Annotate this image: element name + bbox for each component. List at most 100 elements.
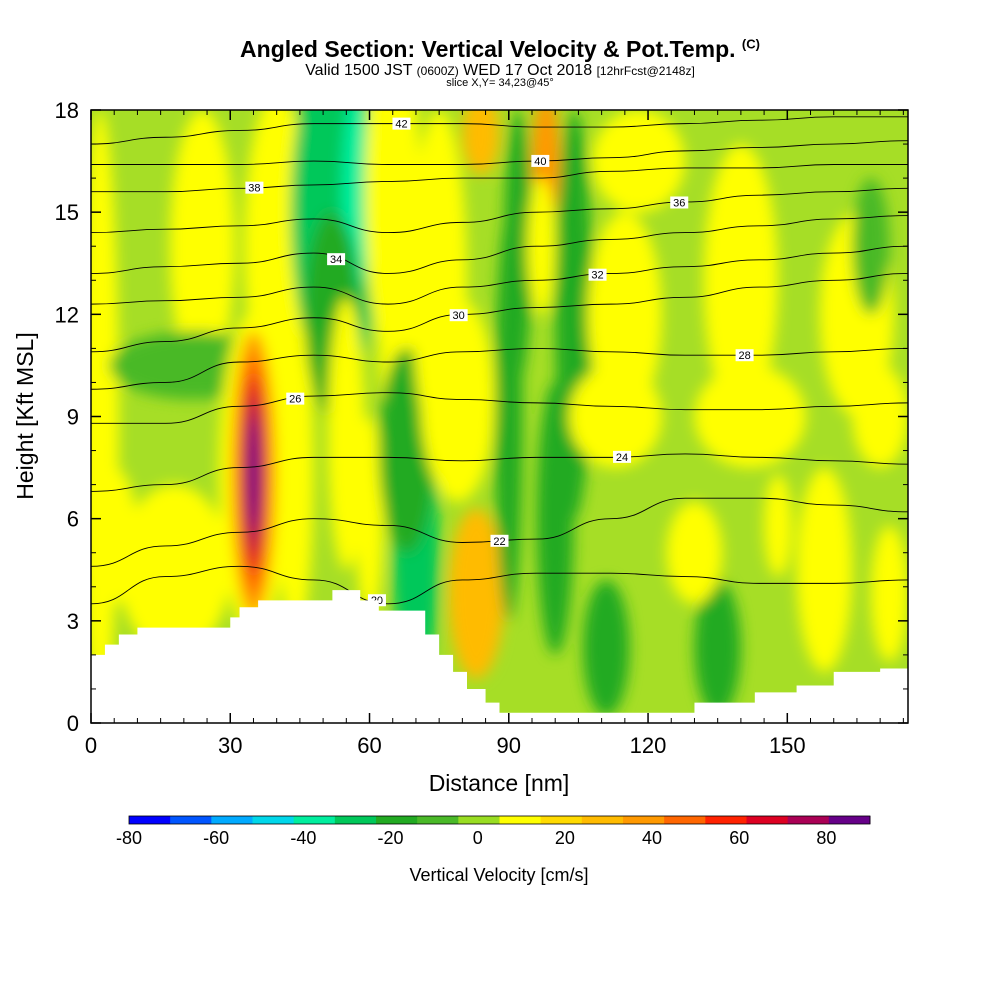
x-axis-label: Distance [nm] [429,770,570,796]
isentrope-label-bg [531,154,550,167]
colorbar-swatch [417,816,459,824]
velocity-blob [592,110,686,213]
y-tick-label: 0 [67,711,79,736]
isentrope-42 [91,116,908,145]
velocity-blob [870,525,908,662]
colorbar-swatch [376,816,418,824]
colorbar-swatch [623,816,665,824]
colorbar-tick-label: 20 [555,828,575,848]
theta-contours: 424038363432302826242220 [91,116,908,607]
chart-title: Angled Section: Vertical Velocity & Pot.… [240,36,760,62]
isentrope-40 [91,140,908,165]
isentrope-label: 28 [738,350,750,362]
velocity-blob [587,212,662,417]
velocity-blob [583,579,630,717]
velocity-blob [852,365,908,468]
colorbar-swatch [746,816,789,824]
colorbar-tick-label: 80 [816,828,836,848]
isentrope-label-bg [449,309,468,322]
y-tick-label: 12 [55,302,79,327]
colorbar-frame [128,815,871,825]
velocity-blob [169,110,235,383]
isentrope-label: 34 [330,254,342,266]
colorbar-tick-label: -20 [378,828,404,848]
isentrope-label: 24 [616,452,628,464]
isentrope-28 [91,347,908,390]
y-tick-label: 18 [55,98,79,123]
colorbar-tick-label: -60 [203,828,229,848]
velocity-shading [91,110,908,723]
colorbar-swatch [828,816,871,824]
colorbar-tick-label: -80 [116,828,142,848]
velocity-blob [327,297,365,570]
isentrope-label-bg [245,181,264,194]
velocity-blob [448,508,505,679]
colorbar-swatch [334,816,377,824]
isentrope-26 [91,392,908,424]
updraft-core [218,310,289,638]
isentrope-label-bg [327,253,346,266]
isentrope-34 [91,215,908,274]
colorbar-swatch [211,816,253,824]
x-tick-label: 0 [85,733,97,758]
isentrope-label: 22 [493,536,505,548]
isentrope-label: 38 [248,183,260,195]
isentrope-38 [91,164,908,193]
colorbar-swatch [293,816,336,824]
isentrope-label-bg [490,534,509,547]
terrain-mask [91,590,908,723]
velocity-blob [276,297,314,638]
y-tick-label: 9 [67,405,79,430]
velocity-blob [694,365,806,468]
isentrope-label-bg [588,268,607,281]
terrain [91,590,908,723]
y-tick-label: 3 [67,609,79,634]
updraft-contour [250,436,257,512]
isentrope-32 [91,245,908,305]
isentrope-30 [91,273,908,353]
velocity-blob [764,474,792,577]
y-tick-label: 15 [55,200,79,225]
colorbar-swatch [499,816,542,824]
velocity-blob [694,579,741,717]
colorbar-swatch [129,816,171,824]
title-unit: (C) [741,36,760,52]
isentrope-label: 30 [453,310,465,322]
velocity-blob [666,501,723,604]
chart-subtitle: Valid 1500 JST (0600Z) WED 17 Oct 2018 [… [305,62,695,79]
isentrope-label-bg [613,450,632,463]
isentrope-24 [91,453,908,492]
colorbar-swatch [252,816,295,824]
x-tick-label: 120 [630,733,667,758]
colorbar-swatch [540,816,583,824]
colorbar-tick-label: -40 [290,828,316,848]
isentrope-20 [91,565,908,605]
x-tick-label: 30 [218,733,242,758]
colorbar-tick-label: 60 [729,828,749,848]
x-tick-label: 90 [497,733,521,758]
colorbar-swatch [664,816,706,824]
colorbar-swatch [581,816,624,824]
isentrope-label: 40 [534,156,546,168]
colorbar-swatch [705,816,747,824]
colorbar-swatch [170,816,212,824]
colorbar: -80 -60 -40 -20 0 20 40 60 80 [116,815,871,848]
velocity-blob [703,144,779,417]
isentrope-label-bg [286,392,305,405]
velocity-blob [536,382,574,655]
colorbar-label: Vertical Velocity [cm/s] [409,865,588,885]
velocity-blob [355,416,384,621]
velocity-blob [118,484,231,655]
velocity-blob [796,467,853,672]
isentrope-label-bg [392,117,411,130]
isentrope-label: 26 [289,394,301,406]
velocity-blob [462,110,500,175]
isentrope-label: 36 [673,197,685,209]
isentrope-label: 42 [395,119,407,131]
y-axis-label: Height [Kft MSL] [12,332,38,499]
isentrope-36 [91,187,908,234]
velocity-blob [852,178,890,315]
colorbar-swatch [458,816,500,824]
isentrope-label-bg [670,196,689,209]
